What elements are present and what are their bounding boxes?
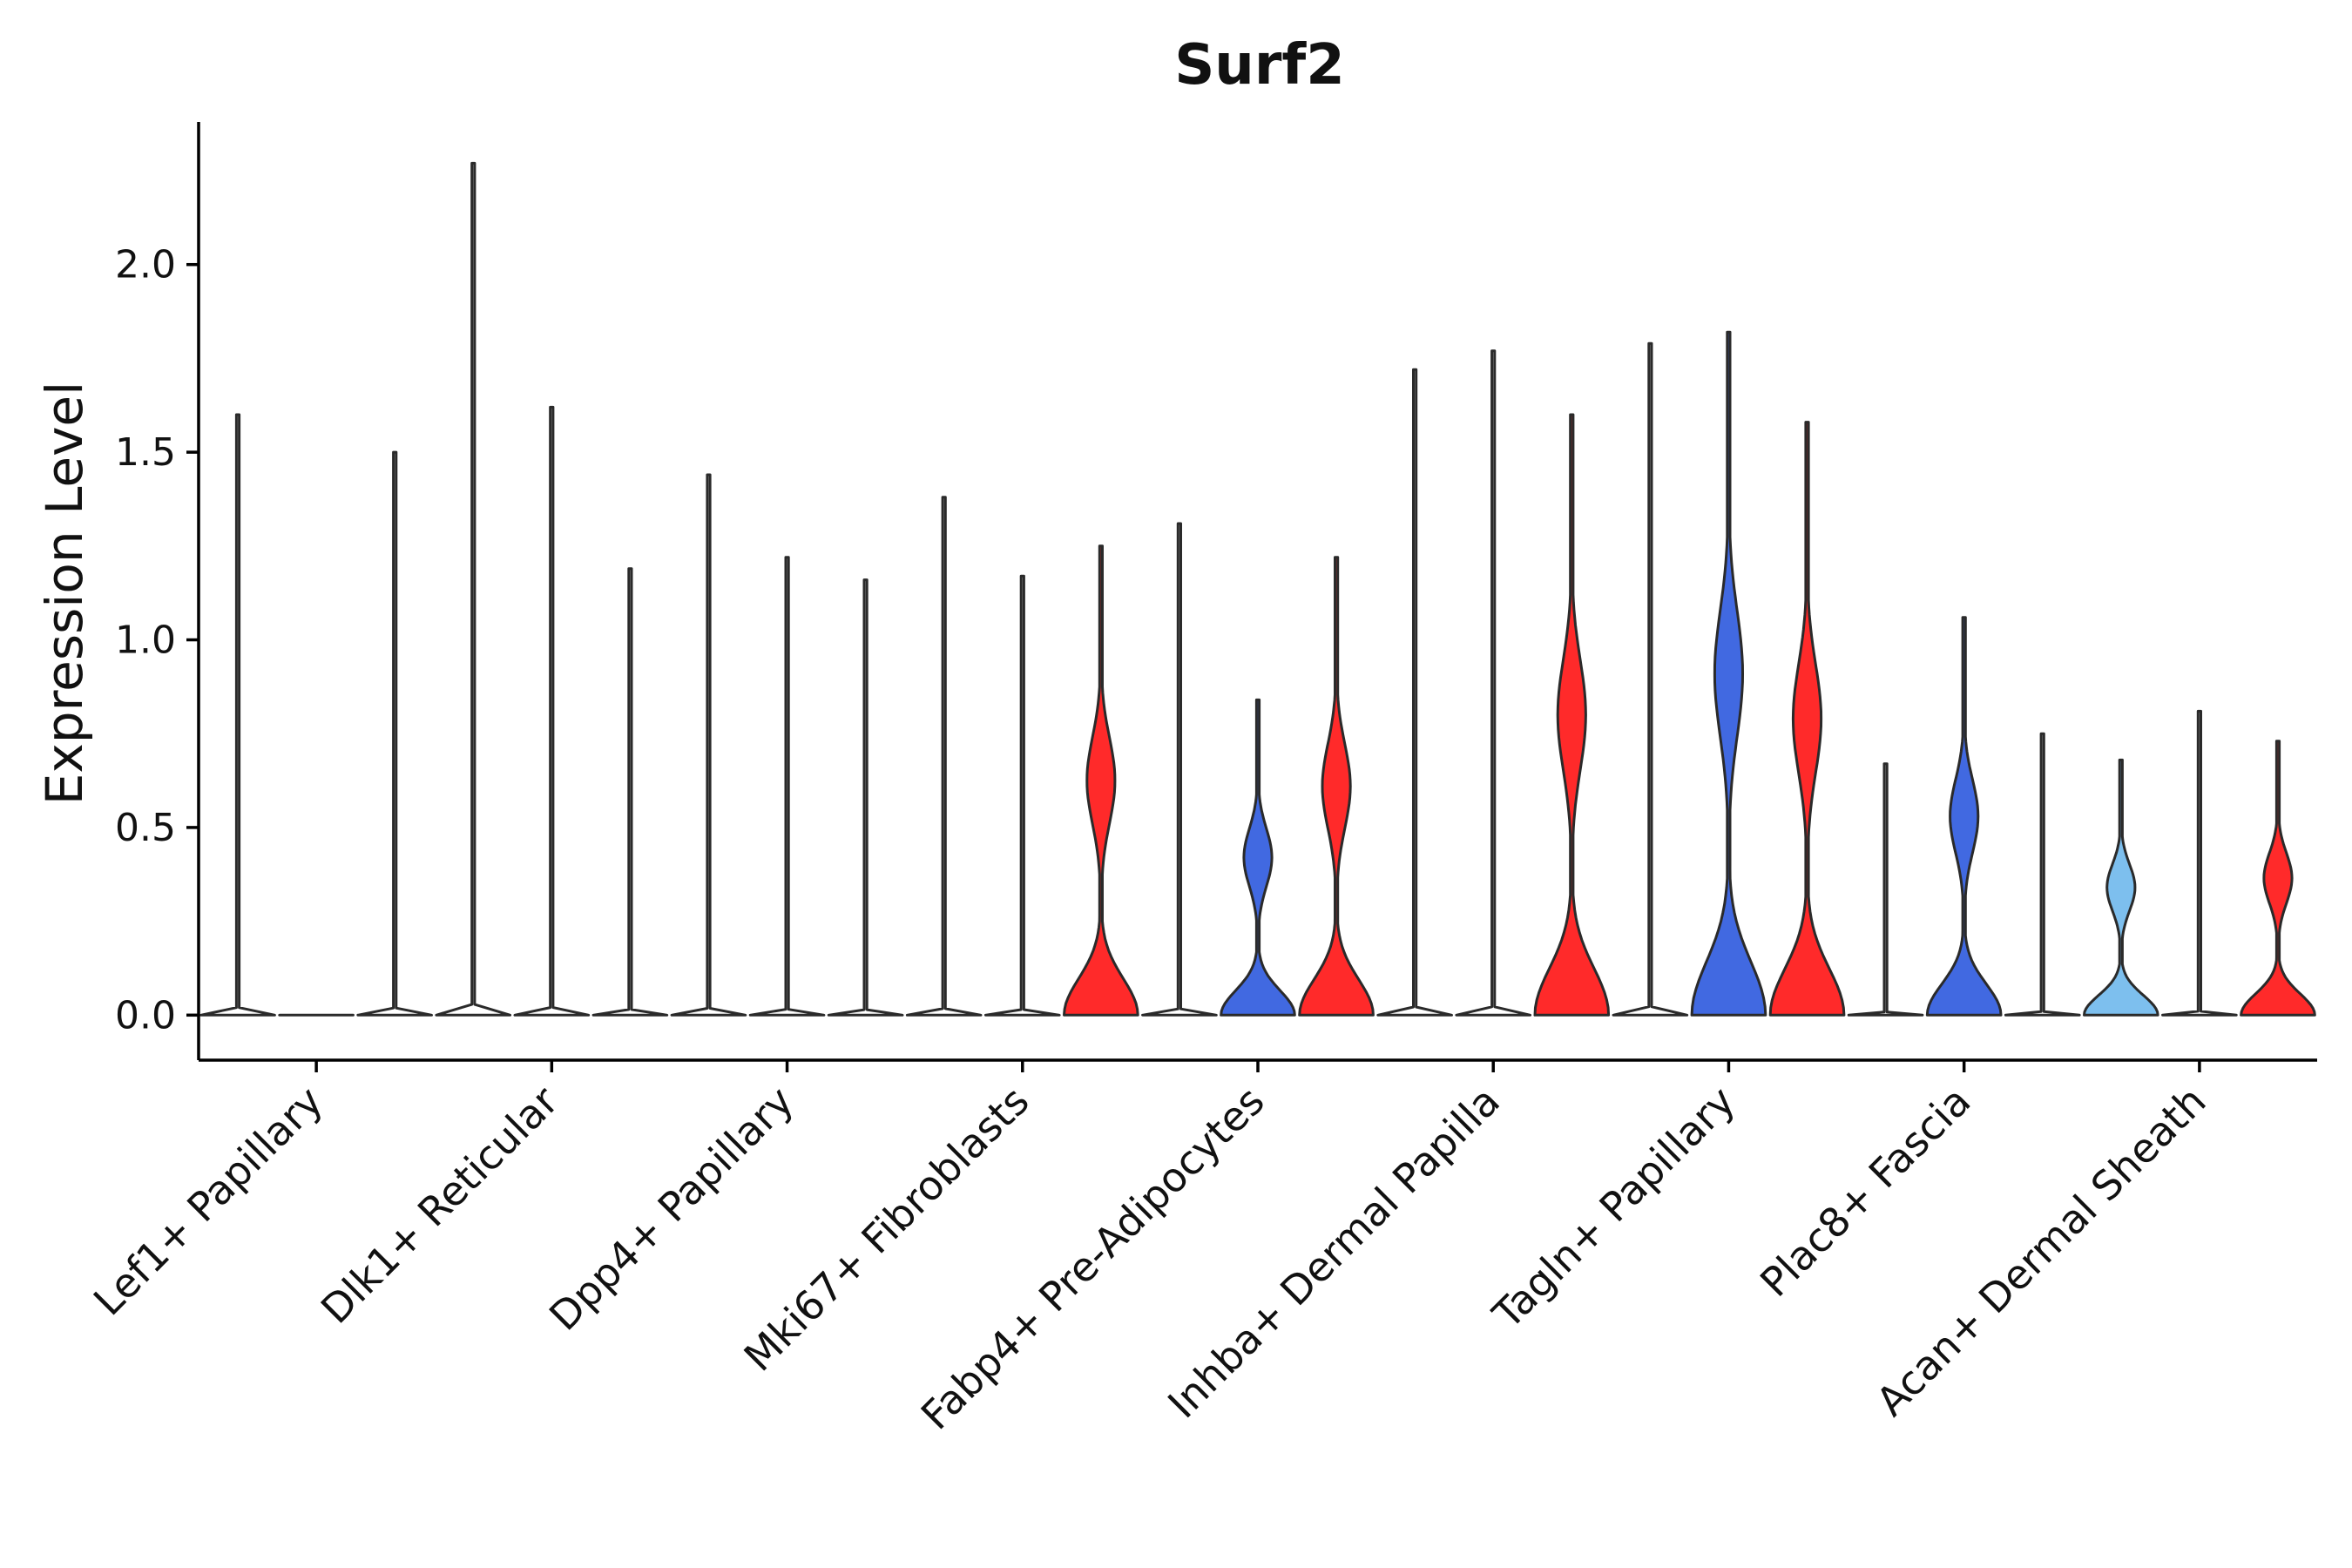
y-tick-label: 0.5 bbox=[115, 806, 176, 850]
y-axis-label: Expression Level bbox=[35, 382, 94, 805]
violin-fabp4-pre-adipocytes-group1 bbox=[1141, 522, 1218, 1017]
x-tick-label-plac8-fascia: Plac8+ Fascia bbox=[1751, 1078, 1979, 1306]
violin-dlk1-reticular-group2 bbox=[513, 405, 591, 1017]
y-tick-label: 2.0 bbox=[115, 243, 176, 287]
violin-dpp4-papillary-group3 bbox=[827, 578, 904, 1017]
violins-layer bbox=[199, 161, 2316, 1017]
violin-fabp4-pre-adipocytes-group3 bbox=[1298, 556, 1375, 1017]
violin-tagln-papillary-group3 bbox=[1768, 421, 1846, 1017]
violin-tagln-papillary-group2 bbox=[1690, 330, 1767, 1017]
violin-mki67-fibroblasts-group3 bbox=[1063, 544, 1139, 1017]
y-tick-label: 1.0 bbox=[115, 618, 176, 663]
violin-lef1-papillary-group1 bbox=[199, 413, 276, 1017]
violin-mki67-fibroblasts-group1 bbox=[905, 496, 983, 1017]
violin-inhba-dermal-papilla-group1 bbox=[1376, 368, 1453, 1017]
violin-plac8-fascia-group3 bbox=[2004, 732, 2081, 1017]
violin-inhba-dermal-papilla-group2 bbox=[1455, 349, 1532, 1017]
violin-dlk1-reticular-group3 bbox=[591, 567, 669, 1017]
violin-tagln-papillary-group1 bbox=[1612, 341, 1689, 1017]
violin-dpp4-papillary-group2 bbox=[748, 556, 826, 1017]
x-tick-label-dpp4-papillary: Dpp4+ Papillary bbox=[540, 1078, 802, 1340]
violin-acan-dermal-sheath-group1 bbox=[2082, 758, 2159, 1017]
chart-title: Surf2 bbox=[1174, 33, 1345, 98]
y-axis: 0.0 0.5 1.0 1.5 2.0 bbox=[115, 122, 200, 1060]
violin-fabp4-pre-adipocytes-group2 bbox=[1220, 698, 1296, 1017]
violin-plac8-fascia-group1 bbox=[1847, 762, 1924, 1017]
violin-acan-dermal-sheath-group2 bbox=[2161, 709, 2238, 1017]
violin-dlk1-reticular-group1 bbox=[435, 161, 512, 1017]
violin-inhba-dermal-papilla-group3 bbox=[1533, 413, 1611, 1017]
y-tick-label: 1.5 bbox=[115, 430, 176, 475]
violin-dpp4-papillary-group1 bbox=[670, 473, 747, 1017]
x-tick-label-lef1-papillary: Lef1+ Papillary bbox=[84, 1078, 332, 1325]
y-tick-label: 0.0 bbox=[115, 993, 176, 1037]
x-tick-label-dlk1-reticular: Dlk1+ Reticular bbox=[312, 1078, 567, 1333]
violin-acan-dermal-sheath-group3 bbox=[2240, 740, 2316, 1017]
x-tick-label-tagln-papillary: Tagln+ Papillary bbox=[1484, 1078, 1745, 1339]
violin-plac8-fascia-group2 bbox=[1925, 616, 2003, 1017]
violin-lef1-papillary-group3 bbox=[356, 450, 433, 1017]
violin-mki67-fibroblasts-group2 bbox=[983, 574, 1061, 1017]
